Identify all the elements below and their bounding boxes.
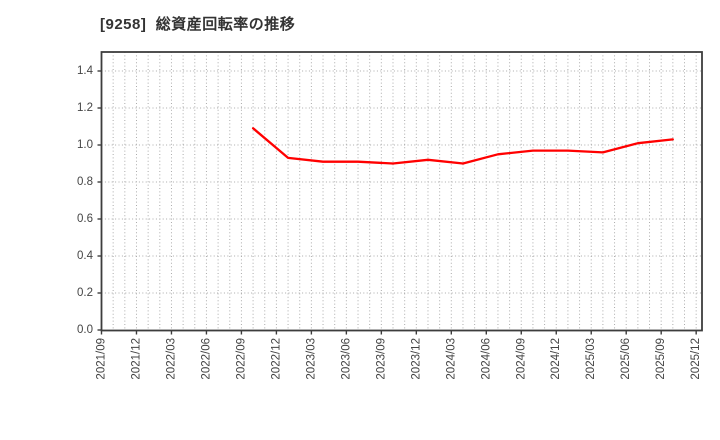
x-tick-label: 2025/09 [655,338,667,380]
x-tick-label: 2021/12 [130,338,142,380]
x-tick-label: 2025/06 [620,338,632,380]
x-tick-label: 2025/03 [585,338,597,380]
chart-title: [9258] 総資産回転率の推移 [100,16,296,33]
y-tick-label: 0.2 [77,287,93,299]
y-tick-label: 1.4 [77,65,94,77]
x-tick-label: 2024/03 [445,338,457,380]
x-tick-label: 2023/12 [410,338,422,380]
x-tick-label: 2023/03 [305,338,317,380]
plot-border [100,51,703,332]
x-tick-label: 2024/09 [515,338,527,380]
x-tick-label: 2025/12 [690,338,702,380]
x-tick-label: 2021/09 [96,338,108,380]
x-tick-label: 2022/03 [165,338,177,380]
y-tick-label: 0.6 [77,213,93,225]
y-tick-label: 0.4 [77,250,94,262]
x-tick-label: 2023/06 [340,338,352,380]
y-tick-label: 0.8 [77,176,93,188]
y-tick-label: 1.2 [77,102,93,114]
x-tick-label: 2023/09 [375,338,387,380]
y-tick-label: 1.0 [77,139,93,151]
turnover-line [251,127,674,165]
x-tick-label: 2022/12 [270,338,282,380]
x-tick-label: 2022/09 [235,338,247,380]
x-tick-label: 2024/12 [550,338,562,380]
x-tick-label: 2022/06 [200,338,212,380]
x-tick-label: 2024/06 [480,338,492,380]
y-tick-label: 0.0 [77,324,93,336]
